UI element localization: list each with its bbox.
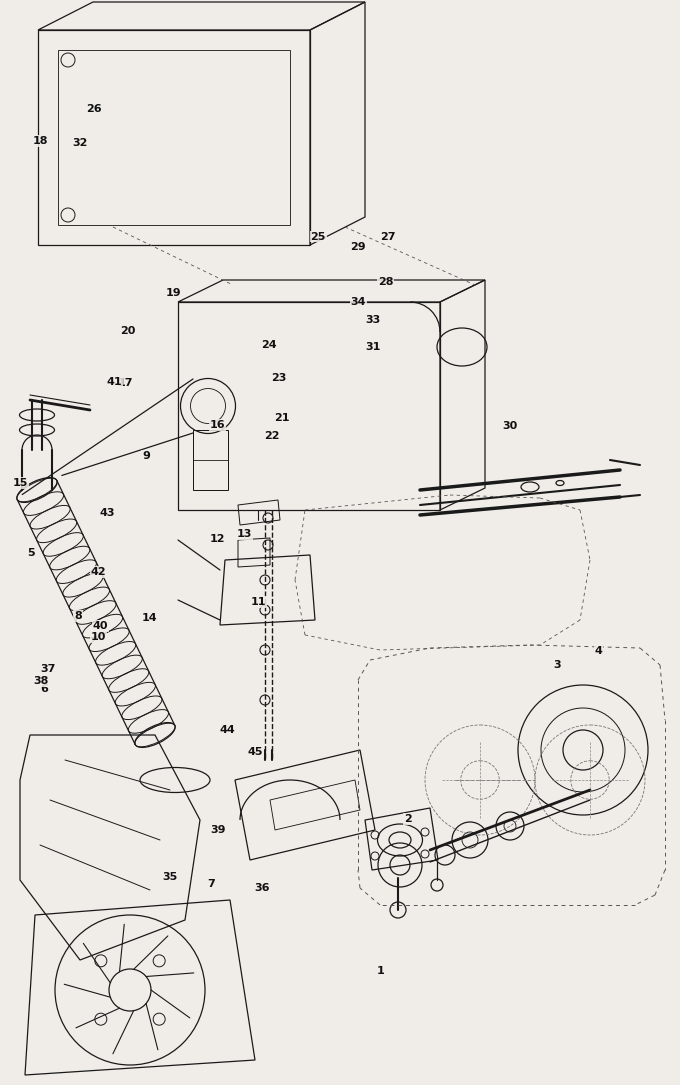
Text: 21: 21 xyxy=(275,412,290,423)
Text: 6: 6 xyxy=(40,684,48,694)
Text: 19: 19 xyxy=(166,288,181,298)
Text: 43: 43 xyxy=(100,508,115,519)
Text: 10: 10 xyxy=(91,631,106,642)
Text: 3: 3 xyxy=(554,660,562,671)
Text: 23: 23 xyxy=(271,372,286,383)
Text: 20: 20 xyxy=(120,326,135,336)
Text: 13: 13 xyxy=(237,528,252,539)
Text: 14: 14 xyxy=(142,613,157,624)
Text: 24: 24 xyxy=(261,340,276,350)
Text: 15: 15 xyxy=(13,477,28,488)
Text: 17: 17 xyxy=(118,378,133,388)
Text: 40: 40 xyxy=(93,621,108,631)
Text: 1: 1 xyxy=(377,966,385,976)
Text: 38: 38 xyxy=(33,676,48,687)
Text: 32: 32 xyxy=(73,138,88,149)
Text: 18: 18 xyxy=(33,136,48,146)
Text: 25: 25 xyxy=(311,231,326,242)
Text: 22: 22 xyxy=(265,431,279,442)
Text: 31: 31 xyxy=(365,342,380,353)
Text: 42: 42 xyxy=(91,566,106,577)
Text: 44: 44 xyxy=(220,725,236,736)
Text: 33: 33 xyxy=(365,315,380,326)
Text: 26: 26 xyxy=(86,103,101,114)
Text: 4: 4 xyxy=(594,646,602,656)
Text: 5: 5 xyxy=(27,548,35,559)
Text: 29: 29 xyxy=(351,242,366,253)
Text: 30: 30 xyxy=(503,421,517,432)
Text: 12: 12 xyxy=(210,534,225,545)
Text: 9: 9 xyxy=(142,450,150,461)
Text: 16: 16 xyxy=(210,420,225,431)
Text: 11: 11 xyxy=(251,597,266,608)
Text: 34: 34 xyxy=(351,296,366,307)
Text: 37: 37 xyxy=(40,664,55,675)
Text: 36: 36 xyxy=(254,882,269,893)
Text: 35: 35 xyxy=(163,871,177,882)
Text: 2: 2 xyxy=(404,814,412,825)
Text: 7: 7 xyxy=(207,879,215,890)
Text: 28: 28 xyxy=(378,277,393,288)
Text: 39: 39 xyxy=(210,825,225,835)
Text: 27: 27 xyxy=(380,231,395,242)
Text: 45: 45 xyxy=(248,746,262,757)
Text: 8: 8 xyxy=(74,611,82,622)
Text: 41: 41 xyxy=(107,376,122,387)
